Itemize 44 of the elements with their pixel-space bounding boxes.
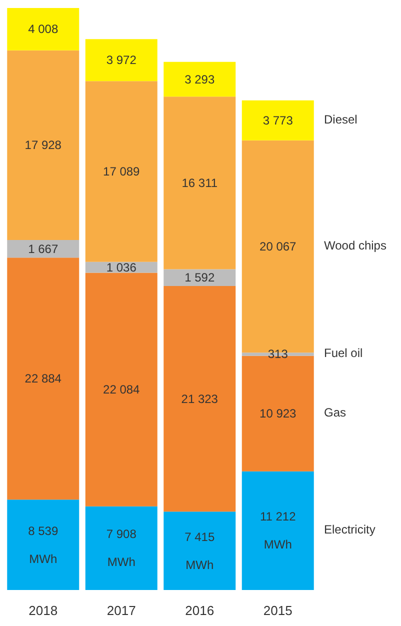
bar xyxy=(164,269,236,286)
data-label: 3 773 xyxy=(262,113,294,128)
bar xyxy=(7,258,80,500)
data-label: 8 539 MWh xyxy=(28,524,58,566)
bar xyxy=(7,500,80,590)
bar xyxy=(85,272,158,506)
bar xyxy=(7,240,80,258)
series-label: Diesel xyxy=(324,112,358,126)
data-label: 20 067 xyxy=(260,239,297,254)
series-label: Electricity xyxy=(324,522,376,537)
x-tick-label: 2018 xyxy=(28,603,58,618)
data-label: 1 667 xyxy=(28,242,58,256)
data-label: 10 923 xyxy=(260,406,297,421)
data-label: 4 008 xyxy=(28,22,58,36)
bar xyxy=(164,512,236,590)
data-label: 7 908 MWh xyxy=(106,527,137,570)
bar xyxy=(164,62,236,97)
bar xyxy=(164,96,236,270)
data-label: 1 036 xyxy=(106,260,137,274)
x-tick-label: 2017 xyxy=(106,603,136,618)
bar xyxy=(7,50,80,240)
x-tick-label: 2016 xyxy=(185,603,214,618)
data-label: 11 212 MWh xyxy=(260,510,296,552)
series-label: Gas xyxy=(324,406,346,420)
data-label: 3 293 xyxy=(184,72,215,86)
data-label: 16 311 xyxy=(182,176,218,190)
data-label: 22 084 xyxy=(103,382,140,397)
bar xyxy=(85,506,158,590)
bar xyxy=(164,286,236,512)
series-label: Wood chips xyxy=(324,238,386,252)
bar xyxy=(85,39,158,82)
bar xyxy=(7,8,80,50)
bar xyxy=(85,81,158,262)
bar xyxy=(242,100,314,140)
data-label: 21 323 xyxy=(181,392,218,406)
x-tick-label: 2015 xyxy=(263,603,292,618)
bar xyxy=(242,471,314,590)
data-label: 1 592 xyxy=(184,270,215,285)
series-label: Fuel oil xyxy=(324,346,363,360)
data-label: 22 884 xyxy=(24,372,62,386)
data-label: 17 089 xyxy=(103,164,140,178)
data-label: 3 972 xyxy=(106,53,137,68)
data-label: 7 415 MWh xyxy=(184,530,215,572)
data-label: 17 928 xyxy=(24,138,62,152)
